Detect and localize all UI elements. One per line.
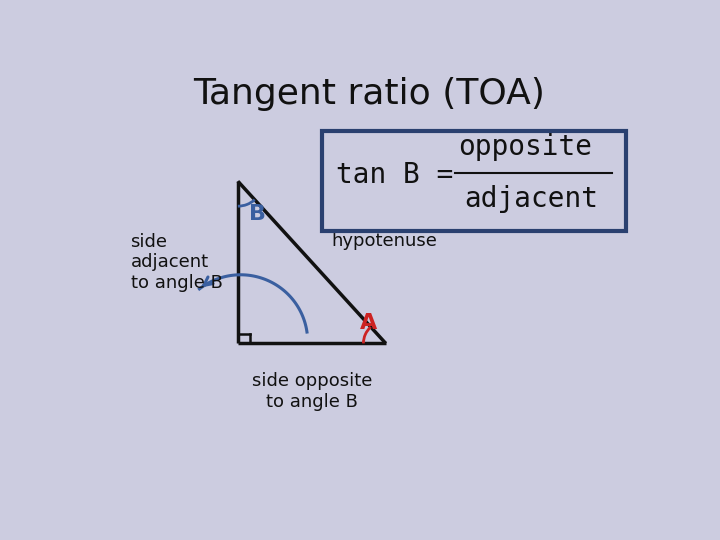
Text: side opposite
to angle B: side opposite to angle B: [251, 373, 372, 411]
Text: opposite: opposite: [458, 133, 593, 161]
Text: A: A: [360, 313, 377, 333]
Text: side
adjacent
to angle B: side adjacent to angle B: [130, 233, 222, 292]
Text: B: B: [249, 204, 266, 224]
Text: hypotenuse: hypotenuse: [331, 232, 437, 250]
Text: adjacent: adjacent: [464, 185, 598, 213]
FancyBboxPatch shape: [322, 131, 626, 231]
Text: tan B =: tan B =: [336, 161, 469, 189]
Text: Tangent ratio (TOA): Tangent ratio (TOA): [193, 77, 545, 111]
